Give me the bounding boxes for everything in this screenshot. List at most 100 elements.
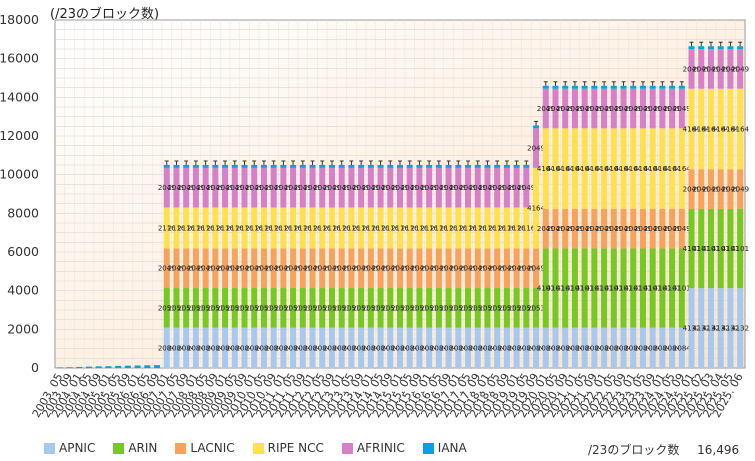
bar-segment xyxy=(212,164,219,168)
bar-segment xyxy=(630,85,637,89)
bar-segment xyxy=(639,208,646,249)
bar-segment xyxy=(513,288,520,328)
data-label: 2049 xyxy=(284,265,302,273)
data-label: 2116 xyxy=(362,224,380,232)
bar-segment xyxy=(260,167,267,208)
bar-segment xyxy=(678,88,685,129)
bar-segment xyxy=(124,365,131,368)
bar-segment xyxy=(241,248,248,289)
data-label: 2053 xyxy=(206,304,224,312)
bar-segment xyxy=(533,125,540,129)
data-label: 2116 xyxy=(197,224,215,232)
legend-swatch xyxy=(175,442,187,454)
data-label: 2049 xyxy=(585,105,603,113)
data-label: 2053 xyxy=(459,304,477,312)
data-label: 2049 xyxy=(372,184,390,192)
bar-segment xyxy=(183,248,190,289)
data-label: 4164 xyxy=(731,125,749,133)
data-label: 2049 xyxy=(352,184,370,192)
bar-segment xyxy=(387,164,394,168)
data-label: 2116 xyxy=(255,224,273,232)
bar-segment xyxy=(338,207,345,249)
data-label: 2049 xyxy=(265,184,283,192)
bar-segment xyxy=(173,164,180,168)
data-label: 4164 xyxy=(673,165,691,173)
bar-segment xyxy=(406,288,413,328)
data-label: 2053 xyxy=(313,304,331,312)
data-label: 2116 xyxy=(479,224,497,232)
data-label: 4164 xyxy=(595,165,613,173)
data-label: 2116 xyxy=(498,224,516,232)
data-label: 2116 xyxy=(372,224,390,232)
bar-segment xyxy=(348,167,355,208)
bar-segment xyxy=(435,327,442,368)
data-label: 2049 xyxy=(236,184,254,192)
bar-segment xyxy=(192,164,199,168)
bar-segment xyxy=(533,288,540,328)
bar-segment xyxy=(377,167,384,208)
y-tick-label: 10000 xyxy=(0,167,39,182)
bar-segment xyxy=(552,327,559,368)
bar-segment xyxy=(290,167,297,208)
bar-segment xyxy=(474,207,481,249)
bar-segment xyxy=(542,85,549,89)
data-label: 2053 xyxy=(411,304,429,312)
bar-segment xyxy=(474,164,481,168)
data-label: 2049 xyxy=(333,184,351,192)
bar-segment xyxy=(737,208,744,289)
data-label: 2049 xyxy=(187,184,205,192)
data-label: 4164 xyxy=(692,125,710,133)
data-label: 2084 xyxy=(342,344,360,352)
data-label: 4101 xyxy=(712,245,730,253)
data-label: 2049 xyxy=(624,105,642,113)
data-label: 2116 xyxy=(284,224,302,232)
bar-segment xyxy=(698,208,705,289)
data-label: 2116 xyxy=(342,224,360,232)
data-label: 4132 xyxy=(731,325,749,333)
bar-segment xyxy=(630,128,637,209)
data-label: 2049 xyxy=(547,225,565,233)
bar-segment xyxy=(95,366,102,368)
bar-segment xyxy=(328,167,335,208)
bar-segment xyxy=(416,167,423,208)
bar-segment xyxy=(698,169,705,209)
data-label: 4101 xyxy=(595,285,613,293)
bar-segment xyxy=(571,208,578,249)
data-label: 2049 xyxy=(459,184,477,192)
data-label: 2049 xyxy=(294,265,312,273)
data-label: 4132 xyxy=(712,325,730,333)
data-label: 2049 xyxy=(585,225,603,233)
data-label: 2049 xyxy=(547,105,565,113)
bar-segment xyxy=(620,128,627,209)
bar-segment xyxy=(659,85,666,89)
bar-segment xyxy=(533,248,540,289)
data-label: 4101 xyxy=(644,285,662,293)
bar-segment xyxy=(707,46,714,50)
data-label: 2049 xyxy=(595,225,613,233)
y-tick-label: 16000 xyxy=(0,51,39,66)
bar-segment xyxy=(474,167,481,208)
data-label: 2084 xyxy=(508,344,526,352)
data-label: 2049 xyxy=(634,105,652,113)
bar-segment xyxy=(717,169,724,209)
bar-segment xyxy=(202,207,209,249)
bar-segment xyxy=(669,327,676,368)
data-label: 2084 xyxy=(381,344,399,352)
data-label: 4101 xyxy=(722,245,740,253)
data-label: 2049 xyxy=(576,225,594,233)
bar-segment xyxy=(183,327,190,368)
bar-segment xyxy=(280,167,287,208)
bar-segment xyxy=(542,327,549,368)
bar-segment xyxy=(581,327,588,368)
data-label: 2116 xyxy=(168,224,186,232)
bar-segment xyxy=(435,167,442,208)
total-summary: /23のブロック数 16,496 ※3 xyxy=(588,441,755,458)
bar-segment xyxy=(630,208,637,249)
bar-segment xyxy=(649,85,656,89)
bar-segment xyxy=(319,248,326,289)
bar-segment xyxy=(737,169,744,209)
data-label: 2049 xyxy=(342,265,360,273)
data-label: 2116 xyxy=(274,224,292,232)
legend-item: ARIN xyxy=(113,441,157,455)
data-label: 2116 xyxy=(411,224,429,232)
